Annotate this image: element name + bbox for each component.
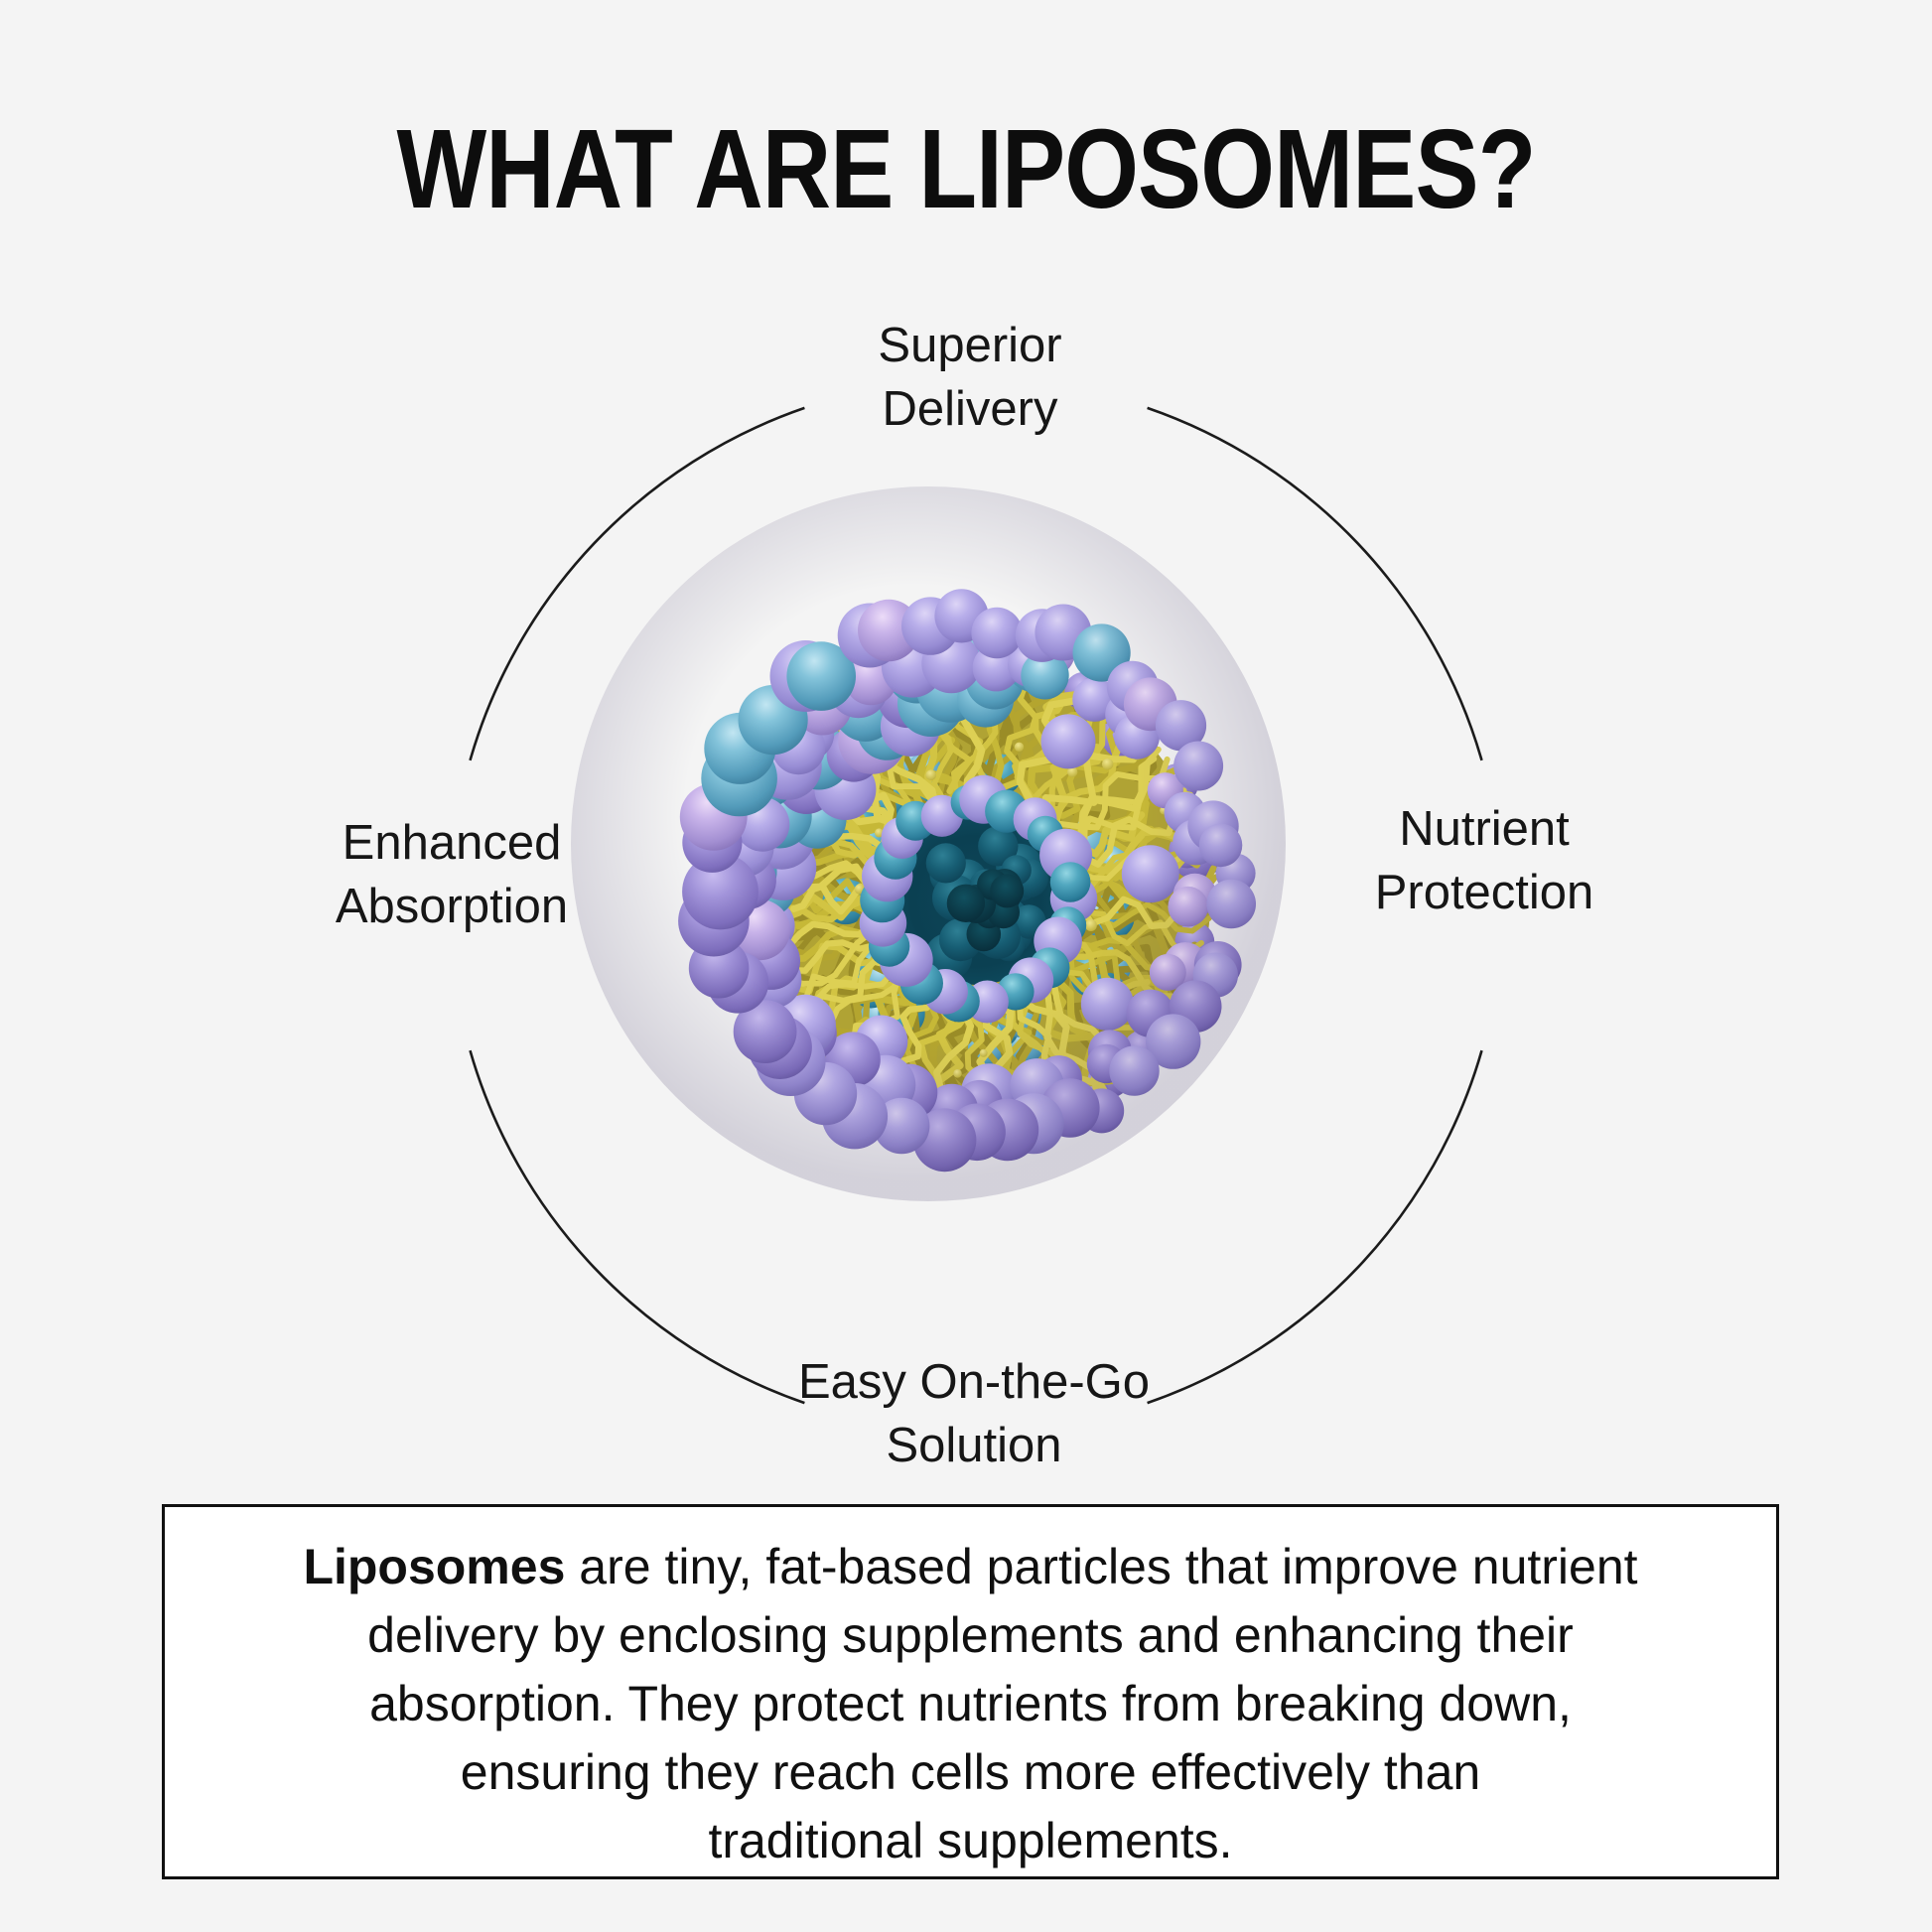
- circle-arc: [469, 406, 1483, 1405]
- label-line: Absorption: [335, 880, 569, 933]
- description-lead: Liposomes: [303, 1539, 566, 1594]
- description-text: Liposomes are tiny, fat-based particles …: [165, 1507, 1776, 1875]
- label-line: Delivery: [882, 382, 1058, 436]
- description-line: traditional supplements.: [708, 1813, 1233, 1868]
- label-line: Easy On-the-Go: [797, 1355, 1151, 1409]
- description-line: ensuring they reach cells more effective…: [460, 1744, 1481, 1800]
- description-box: Liposomes are tiny, fat-based particles …: [162, 1504, 1779, 1879]
- label-line: Enhanced: [342, 816, 562, 870]
- description-line: absorption. They protect nutrients from …: [369, 1676, 1572, 1731]
- label-enhanced-absorption: Enhanced Absorption: [336, 811, 568, 938]
- label-nutrient-protection: Nutrient Protection: [1375, 797, 1594, 924]
- label-line: Superior: [878, 319, 1062, 372]
- label-line: Nutrient: [1399, 802, 1570, 856]
- label-easy-on-the-go-solution: Easy On-the-Go Solution: [798, 1350, 1150, 1477]
- label-line: Solution: [886, 1419, 1062, 1472]
- label-line: Protection: [1374, 866, 1594, 919]
- liposome-illustration: [571, 486, 1286, 1201]
- page-title: WHAT ARE LIPOSOMES?: [396, 106, 1536, 231]
- description-line: delivery by enclosing supplements and en…: [367, 1607, 1574, 1663]
- label-superior-delivery: Superior Delivery: [878, 314, 1061, 441]
- description-line: Liposomes are tiny, fat-based particles …: [303, 1539, 1638, 1594]
